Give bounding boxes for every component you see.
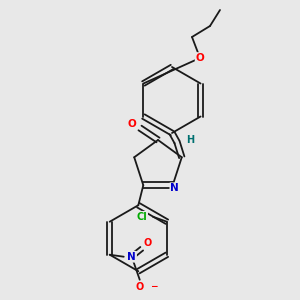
Text: N: N	[128, 252, 136, 262]
Text: N: N	[170, 183, 179, 193]
Text: −: −	[150, 282, 157, 291]
Text: O: O	[196, 53, 204, 63]
Text: Cl: Cl	[136, 212, 147, 222]
Text: O: O	[144, 238, 152, 248]
Text: O: O	[136, 282, 144, 292]
Text: O: O	[128, 119, 136, 129]
Text: H: H	[186, 135, 194, 145]
